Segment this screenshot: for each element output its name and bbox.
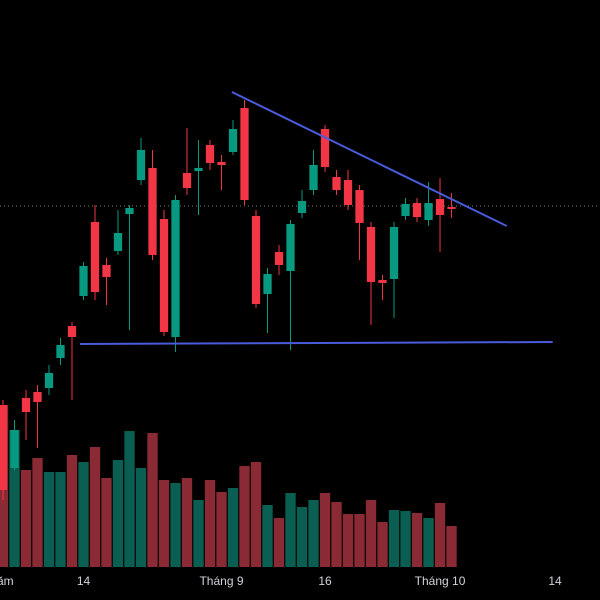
volume-bar (124, 431, 135, 567)
candle-body (136, 150, 146, 180)
x-tick-label: 14 (77, 574, 91, 588)
candle-body (171, 200, 180, 337)
volume-bar (342, 514, 354, 567)
candle-body (159, 219, 169, 332)
candle-body (21, 398, 31, 412)
volume-bar (135, 468, 147, 567)
candle-body (286, 224, 295, 271)
candle-body (378, 280, 387, 283)
candle-body (113, 233, 123, 251)
candle-body (10, 430, 19, 468)
candle-body (343, 180, 353, 205)
volume-bar (262, 505, 273, 567)
volume-bar (158, 480, 170, 567)
candle-body (240, 108, 249, 200)
candle-body (182, 173, 192, 188)
candle-body (274, 252, 284, 265)
volume-bar (204, 480, 216, 567)
candle-body (217, 162, 226, 165)
volume-bar (331, 502, 342, 567)
candle-body (435, 199, 445, 215)
candle-body (447, 207, 456, 209)
trend-line (231, 91, 508, 227)
volume-bar (250, 462, 262, 567)
volume-bar (296, 507, 308, 567)
candle-body (332, 177, 341, 190)
x-tick-label: Tháng 10 (415, 574, 466, 588)
candle-body (79, 266, 88, 296)
volume-bar (20, 470, 32, 567)
volume-bar (308, 500, 319, 567)
candle-body (33, 392, 42, 402)
x-tick-label: Tháng 9 (199, 574, 243, 588)
volume-bar (354, 514, 365, 567)
volume-bar (446, 526, 457, 567)
trend-line (80, 341, 553, 345)
volume-bar (273, 518, 285, 567)
volume-bar (411, 513, 423, 567)
candle-body (424, 203, 433, 220)
volume-bar (89, 447, 101, 567)
candle-body (67, 326, 77, 337)
volume-bar (434, 503, 446, 567)
candle-body (205, 145, 215, 163)
volume-bar (181, 478, 193, 567)
candle-body (309, 165, 318, 190)
candle-body (320, 129, 330, 167)
volume-bar (239, 466, 250, 567)
volume-bar (101, 478, 112, 567)
volume-bar (285, 493, 296, 567)
volume-bar (170, 483, 181, 567)
volume-bar (400, 511, 411, 567)
volume-bar (216, 492, 227, 567)
x-tick-label: ăm (0, 574, 14, 588)
candle-body (0, 405, 8, 490)
candle-body (102, 265, 111, 277)
candle-body (366, 227, 376, 282)
volume-bar (319, 493, 331, 567)
candle-body (389, 227, 399, 279)
volume-bar (377, 522, 388, 567)
volume-bar (66, 455, 78, 567)
candle-body (125, 208, 134, 214)
candle-body (56, 345, 65, 358)
candle-body (194, 168, 203, 171)
candle-body (148, 168, 157, 255)
volume-bar (32, 458, 43, 567)
volume-bar (147, 433, 158, 567)
candle-body (251, 216, 261, 304)
candle-body (263, 274, 272, 294)
volume-bar (423, 518, 434, 567)
candle-body (355, 190, 364, 223)
candle-body (401, 204, 410, 216)
candle-body (44, 373, 54, 388)
volume-bar (78, 462, 89, 567)
candle-body (297, 201, 307, 213)
volume-bar (55, 472, 66, 567)
volume-bar (388, 510, 400, 567)
volume-bar (227, 488, 239, 567)
x-tick-label: 14 (548, 574, 562, 588)
candle-body (412, 203, 422, 217)
volume-bar (43, 472, 55, 567)
volume-bar (9, 430, 20, 567)
volume-bar (365, 500, 377, 567)
volume-bar (112, 460, 124, 567)
candle-body (228, 129, 238, 152)
candle-body (90, 222, 100, 292)
volume-bar (193, 500, 204, 567)
x-tick-label: 16 (318, 574, 332, 588)
